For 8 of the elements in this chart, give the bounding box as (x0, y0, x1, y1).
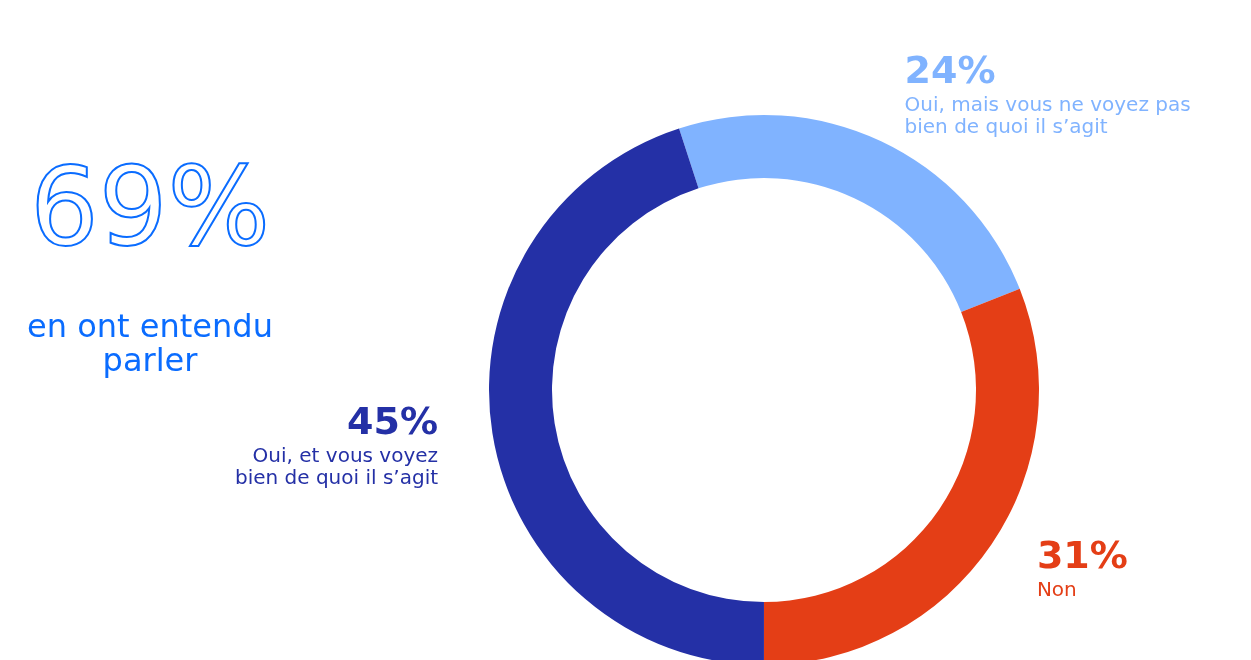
text: en ont entendu parler (27, 307, 273, 379)
slice-label: Oui, et vous voyez bien de quoi il s’agit (234, 442, 439, 489)
slice-label: Non (1036, 576, 1077, 601)
data-label: 31% (1036, 532, 1128, 577)
slice-label: Oui, mais vous ne voyez pas bien de quoi il s’agit (904, 92, 1191, 139)
text: 69% (29, 144, 271, 269)
data-label: 45% (347, 398, 439, 443)
data-label: 24% (904, 48, 996, 93)
